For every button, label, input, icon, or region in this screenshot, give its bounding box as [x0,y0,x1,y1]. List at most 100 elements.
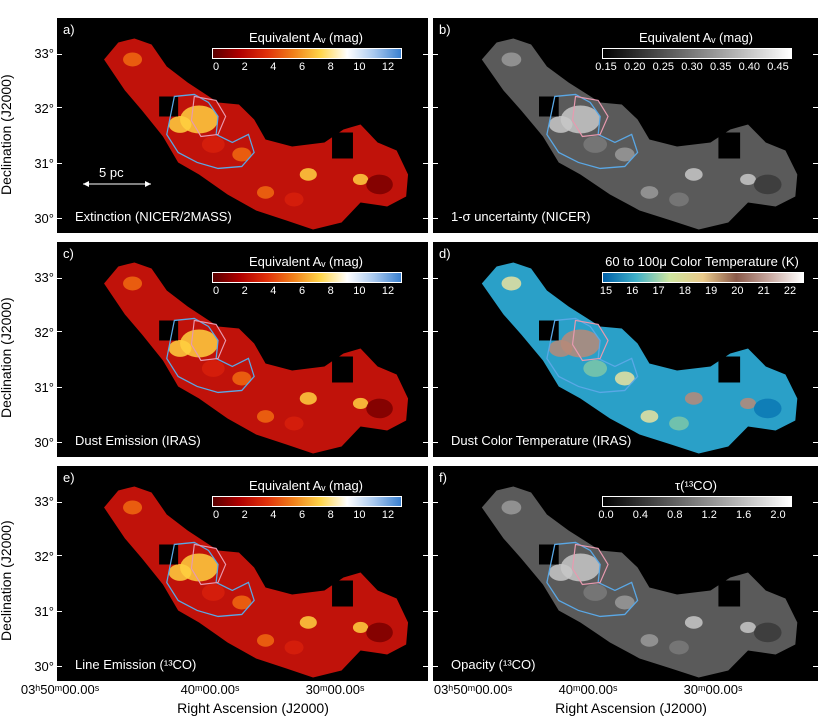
colorbar-tick-label: 0 [212,61,220,73]
colorbar-tick-label: 4 [270,509,277,521]
axis-tick [57,611,62,612]
colorbar-tick-label: 0.40 [738,61,761,73]
panel-title: Extinction (NICER/2MASS) [75,209,232,224]
panel-d-dust-temperature: d) Dust Color Temperature (IRAS) 60 to 100… [433,242,818,457]
colorbar-tick-label: 0.4 [632,509,649,521]
emission-blob [352,621,369,634]
colorbar-tick-label: 12 [381,61,395,73]
axis-tick [813,107,818,108]
contour-line-inner [571,543,609,586]
colorbar-tick-label: 2 [241,61,248,73]
axis-tick [57,107,62,108]
axis-tick [813,611,818,612]
colorbar-tick-label: 0.15 [595,61,617,73]
axis-tick [423,387,428,388]
contour-line-inner [571,319,609,362]
masked-region [539,96,741,159]
emission-blob [740,397,756,410]
map-image [481,262,798,454]
emission-blob [740,621,756,634]
axis-tick [433,387,438,388]
panel-title: Dust Color Temperature (IRAS) [451,433,632,448]
axis-tick [813,278,818,279]
y-axis-label-row1: Declination (J2000) [0,74,14,195]
map-image [104,262,409,454]
emission-blob [583,136,608,153]
emission-blob [548,116,573,133]
axis-tick [433,278,438,279]
colorbar-tick-label: 0.25 [652,61,675,73]
emission-blob [299,392,317,405]
emission-blob [352,397,369,410]
colorbar-tick-label: 0.20 [623,61,646,73]
panel-c-dust-emission: c) Dust Emission (IRAS) Equivalent Aᵥ (mag… [57,242,428,457]
axis-tick [433,54,438,55]
colorbar-tick-label: 10 [353,509,366,521]
emission-blob [352,173,369,186]
axis-tick [423,163,428,164]
panel-e-line-emission: e) Line Emission (¹³CO) Equivalent Aᵥ (mag… [57,466,428,681]
axis-tick [57,387,62,388]
y-axis-label-row2: Declination (J2000) [0,297,14,418]
colorbar [602,48,792,59]
axis-tick [423,278,428,279]
axis-tick [57,331,62,332]
colorbar-tick-label: 0.30 [681,61,703,73]
scale-bar-label: 5 pc [99,165,124,180]
contour-line [166,317,255,394]
colorbar-tick-label: 17 [652,285,665,297]
colorbar-tick-label: 4 [270,285,277,297]
colorbar-tick-label: 0.35 [709,61,732,73]
cloud-region [481,486,798,678]
y-tick-label: 31° [34,380,54,395]
colorbar-tick-label: 0.8 [667,509,683,521]
y-tick-label: 30° [34,435,54,450]
axis-tick [813,331,818,332]
emission-blob [284,640,304,655]
emission-blob [753,398,782,419]
emission-blob [583,584,608,601]
x-axis-label-right: Right Ascension (J2000) [555,700,707,716]
emission-blob [366,174,393,195]
emission-blob [232,371,252,386]
axis-tick [423,555,428,556]
colorbar-tick-label: 1.6 [735,509,752,521]
cloud-region [481,262,798,454]
masked-region [159,96,353,159]
map-image [481,38,798,230]
masked-region [159,544,353,607]
emission-blob [201,360,225,377]
emission-blob [257,634,275,647]
colorbar-tick-label: 2.0 [770,509,786,521]
colorbar-tick-label: 8 [327,285,334,297]
axis-tick [433,107,438,108]
colorbar-title: Equivalent Aᵥ (mag) [248,30,364,45]
colorbar-tick-label: 12 [381,509,395,521]
contour-line-inner [190,319,227,362]
colorbar [212,48,402,59]
colorbar-title: τ(¹³CO) [675,478,717,493]
emission-blob [123,52,143,67]
axis-tick [813,163,818,164]
emission-blob [257,410,275,423]
y-tick-label: 33° [34,494,54,509]
y-tick-label: 31° [34,156,54,171]
masked-region [539,320,741,383]
colorbar-tick-label: 0 [212,285,220,297]
colorbar-tick-label: 0.45 [767,61,789,73]
colorbar-tick-label: 12 [381,285,395,297]
axis-tick [57,218,62,219]
colorbar-tick-label: 4 [270,61,277,73]
emission-blob [640,186,659,199]
panel-letter: d) [439,246,451,261]
axis-tick [433,502,438,503]
emission-blob [501,276,522,291]
emission-blob [640,634,659,647]
axis-tick [813,218,818,219]
axis-tick [57,442,62,443]
emission-blob [366,622,393,643]
emission-blob [201,136,225,153]
emission-blob [299,168,317,181]
axis-tick [813,387,818,388]
colorbar-tick-label: 16 [626,285,639,297]
